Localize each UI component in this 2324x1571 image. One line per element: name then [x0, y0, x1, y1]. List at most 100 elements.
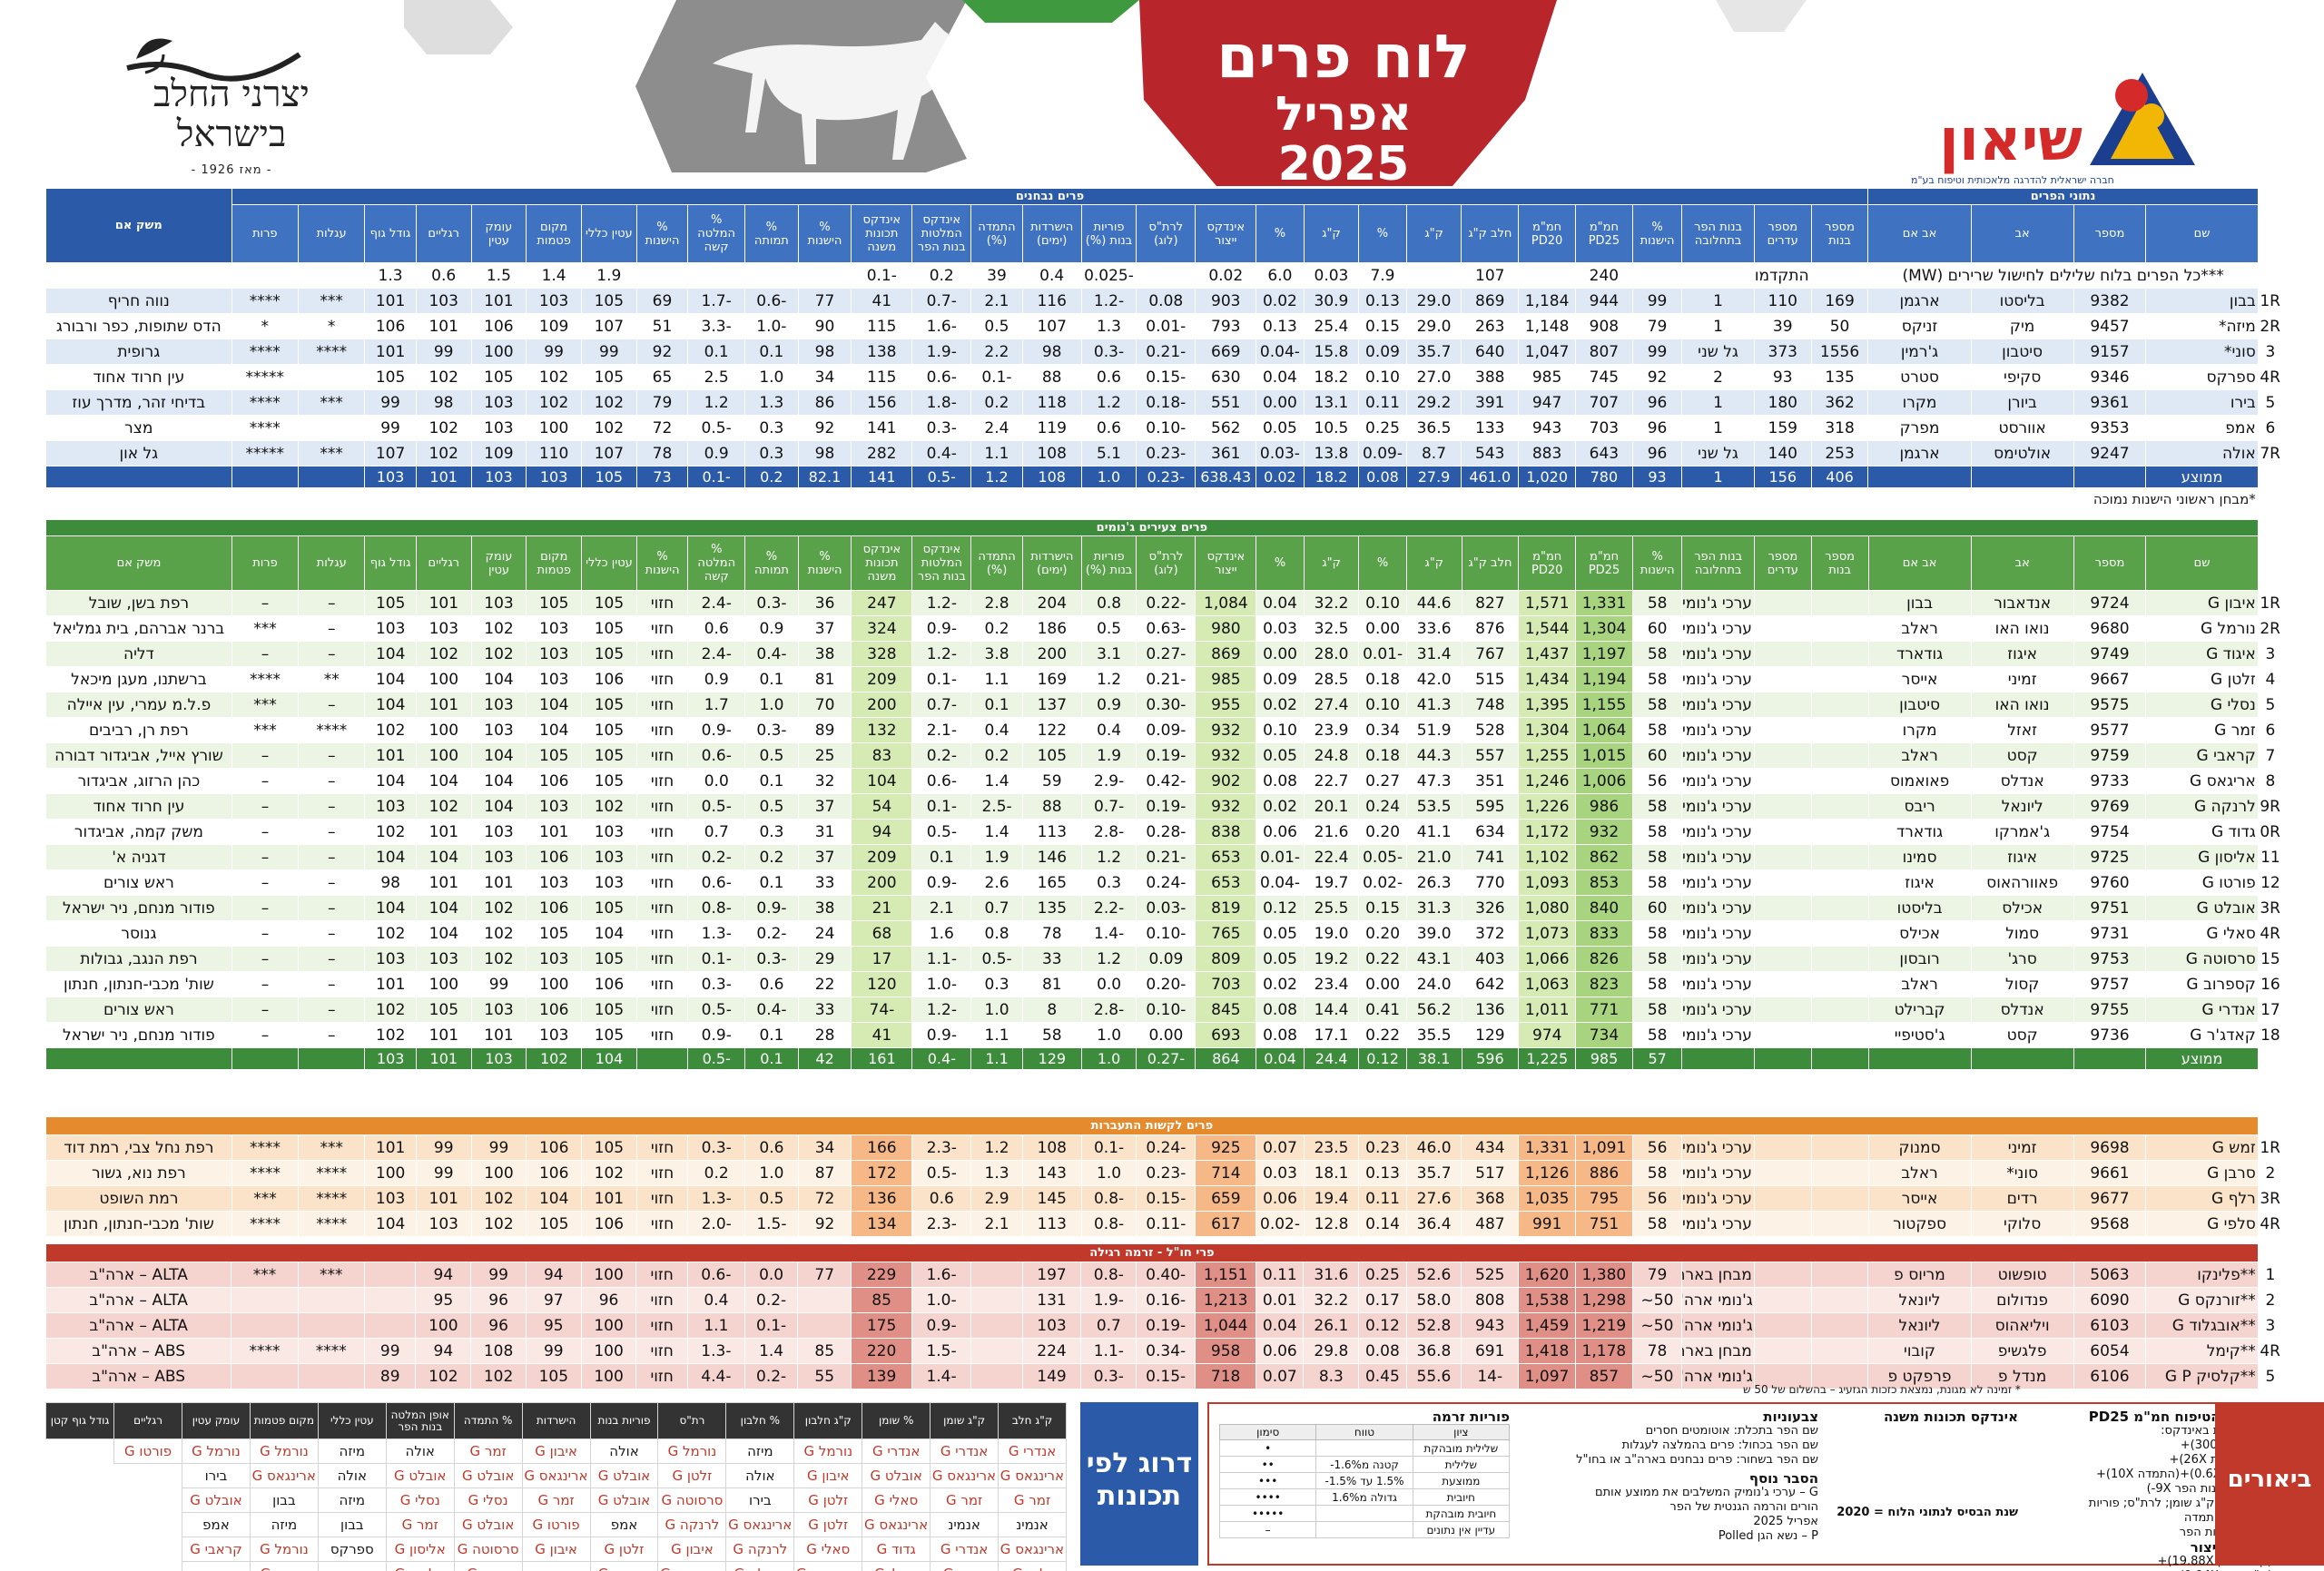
cell-milk: 691	[1461, 1338, 1520, 1364]
cell-prod: 809	[1195, 946, 1257, 972]
cell-calvd: -0.6	[911, 768, 972, 794]
cell-scs: -0.16	[1136, 1287, 1196, 1313]
cell-legs: 101	[415, 869, 472, 896]
summary-cell: -0.23	[1136, 466, 1196, 488]
cell-cows: –	[231, 793, 300, 820]
cell-pd25: 1,219	[1574, 1312, 1633, 1339]
table-row[interactable]: 1R בבון 9382 בליסטו ארגמן 169 110 1 99 944 1,184 86…	[45, 288, 2284, 314]
cell-rel3: חזוי	[635, 997, 689, 1023]
cell-fert: -0.1	[1080, 1134, 1137, 1161]
cell-depth: 100	[470, 1160, 527, 1186]
cell-prod: 617	[1195, 1211, 1257, 1237]
table-row[interactable]: 4R ספרקס 9346 סקיפי סטרט 135 93 2 92 745 985 388 27.…	[45, 364, 2284, 390]
cell-name: סוני*	[2145, 339, 2259, 365]
cell-udder: 100	[580, 1312, 637, 1339]
cell-milk: -14	[1461, 1363, 1520, 1389]
cell-fert: 1.9	[1080, 742, 1137, 769]
summary-cell: 24.4	[1303, 1047, 1360, 1070]
cell-herds	[1753, 946, 1812, 972]
cell-fatkg: 46.0	[1405, 1134, 1462, 1161]
cell-fatpct: 0.08	[1358, 1338, 1407, 1364]
table-row[interactable]: 7R אולה 9247 אולטימס ארגמן 253 140 גל שני 96 643 8…	[45, 440, 2284, 466]
cell-mort: -0.3	[744, 946, 799, 972]
ranking-cell: אנדרי G	[930, 1537, 1000, 1562]
cell-daughters	[1810, 946, 1869, 972]
cell-legs: 94	[415, 1338, 472, 1364]
cell-rel: 50~	[1631, 1363, 1683, 1389]
col-cows: פרות	[231, 204, 299, 263]
cell-depth: 103	[470, 692, 527, 718]
green-hexagon	[962, 0, 1139, 23]
cell-legs: 101	[415, 819, 472, 845]
cell-size: 101	[364, 1134, 417, 1161]
cell-teat: 106	[526, 1160, 583, 1186]
cell-sire: סלוקי	[1970, 1211, 2074, 1237]
cell-milk: 767	[1461, 641, 1520, 667]
table-row[interactable]: 3 **אובגלוד G 6103 ויליאהוס ליונאל ג'נומי ארה…	[44, 1312, 2284, 1339]
cell-sire: אולטימס	[1970, 440, 2074, 466]
table-row[interactable]: 2R מיזה* 9457 מיק זניקס 50 39 1 79 908 1,148 263 29.…	[45, 313, 2284, 339]
cell-size: 101	[364, 288, 417, 314]
cell-rel2: 90	[797, 313, 852, 339]
cell-milk: 595	[1461, 793, 1520, 820]
cell-udder: 99	[580, 339, 637, 365]
ranking-cell: זמר G	[930, 1488, 1000, 1513]
row-rank: 5	[2257, 389, 2284, 416]
cell-name: אובלט G	[2145, 895, 2259, 921]
cell-calvd: -1.9	[911, 339, 972, 365]
cell-protkg: 29.8	[1303, 1338, 1360, 1364]
cell-rel3: חזוי	[635, 615, 689, 642]
cell-legs: 102	[415, 1363, 472, 1389]
col-in-lactation: בנות הפר בתחלובה	[1681, 204, 1755, 263]
summary-cell: 108	[1021, 466, 1082, 488]
summary-cell: 596	[1461, 1047, 1520, 1070]
cell-fert: -0.8	[1080, 1211, 1137, 1237]
cell-farm: גל און	[45, 440, 232, 466]
cell-rel3: 78	[635, 440, 689, 466]
table-row[interactable]: 6 אמפ 9353 אוורסט מפרק 318 159 1 96 703 943 133 36.5…	[45, 415, 2284, 441]
ranking-header-cell: % חלבון	[725, 1402, 795, 1439]
cell-rel3: חזוי	[635, 1262, 688, 1288]
cell-pers: 0.4	[970, 717, 1023, 743]
cell-id: 9661	[2073, 1160, 2147, 1186]
table-row[interactable]: 5 בירו 9361 ביורן מקרו 362 180 1 96 707 947 391 29.2…	[45, 389, 2284, 416]
cell-size: 103	[364, 793, 417, 820]
tested-bulls-rows: ***כל הפרים בלוח שלילים לחישול שרירים (M…	[45, 262, 2284, 510]
cell-depth: 102	[470, 946, 527, 972]
table-row[interactable]: 3 סוני* 9157 סיטבון ג'רמין 1556 373 גל שני 99 807…	[45, 339, 2284, 365]
summary-cell: 156	[1753, 466, 1812, 488]
cell-milk: 487	[1461, 1211, 1520, 1237]
cell-protpct: 0.03	[1256, 1160, 1305, 1186]
legend-fertility-cell: שלילית מובהקת	[1412, 1439, 1511, 1457]
cell-id: 9157	[2073, 339, 2147, 365]
cell-cows	[231, 1363, 299, 1389]
cell-depth: 109	[470, 440, 527, 466]
row-rank: 5	[2257, 1363, 2284, 1389]
